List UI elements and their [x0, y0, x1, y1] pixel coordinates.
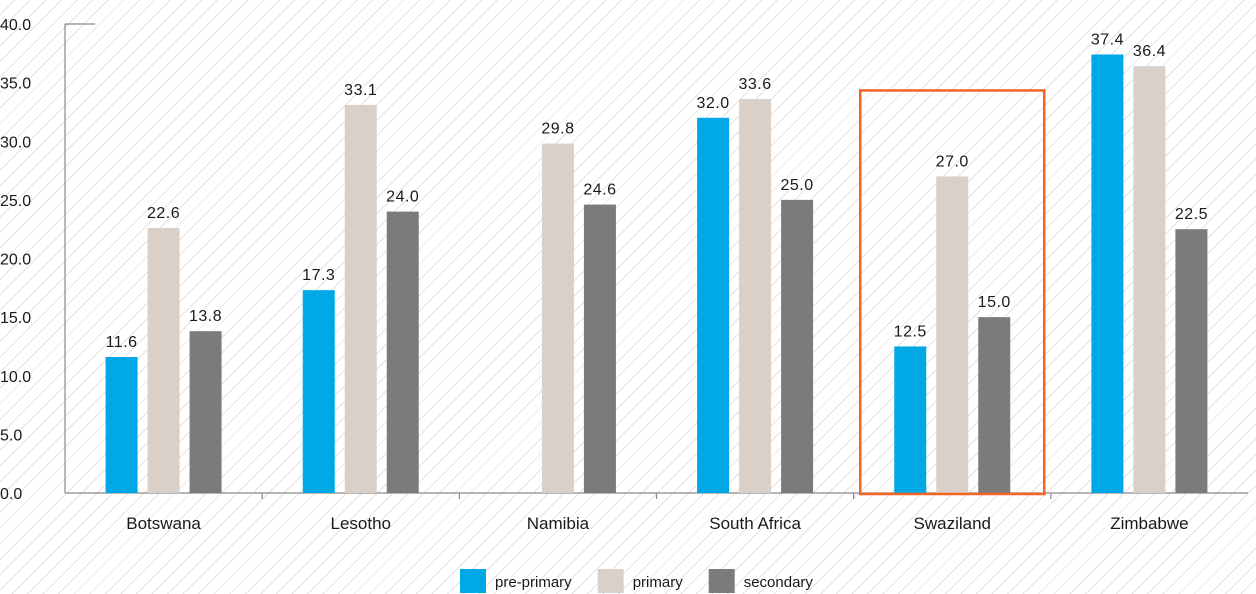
x-category-label: Lesotho [331, 514, 392, 533]
data-label: 25.0 [781, 177, 814, 194]
data-label: 33.6 [739, 76, 772, 93]
bar-pre-primary [1091, 54, 1124, 494]
y-tick-label: 0.0 [0, 486, 22, 503]
data-label: 11.6 [106, 334, 138, 351]
highlight-rect [859, 89, 1046, 496]
x-category-label: Zimbabwe [1110, 514, 1188, 533]
bar-secondary [386, 211, 419, 493]
data-label: 32.0 [697, 95, 730, 112]
legend-label: primary [633, 574, 684, 591]
data-label: 37.4 [1091, 31, 1124, 48]
bar-secondary [1175, 229, 1208, 493]
y-tick-label: 35.0 [0, 76, 31, 93]
x-category-label: Swaziland [914, 514, 992, 533]
data-label: 22.6 [147, 205, 180, 222]
bars [105, 54, 1208, 494]
y-axis: 0.0 5.0 10.0 15.0 20.0 25.0 30.0 35.0 40.0 [0, 17, 95, 503]
bar-secondary [189, 331, 222, 493]
data-label: 15.0 [978, 294, 1011, 311]
bar-pre-primary [302, 290, 335, 493]
bar-pre-primary [105, 356, 138, 493]
bar-primary [936, 176, 969, 494]
data-label: 27.0 [936, 153, 969, 170]
y-tick-label: 40.0 [0, 17, 31, 34]
bar-primary [739, 99, 772, 493]
y-tick-label: 20.0 [0, 252, 31, 269]
value-labels: 11.6 17.3 32.0 12.5 37.4 22.6 33.1 29.8 33.6 27.0… [106, 31, 1208, 351]
y-tick-label: 25.0 [0, 193, 31, 210]
legend-label: pre-primary [495, 574, 572, 591]
legend-swatch-primary [597, 569, 624, 593]
bar-primary [344, 104, 377, 493]
legend-swatch-pre-primary [460, 569, 486, 593]
y-tick-label: 10.0 [0, 369, 31, 386]
x-category-label: Namibia [527, 514, 590, 533]
data-label: 29.8 [541, 121, 574, 138]
x-axis: Botswana Lesotho Namibia South Africa Swazil… [65, 492, 1248, 533]
data-label: 17.3 [302, 267, 335, 284]
y-tick-label: 5.0 [0, 427, 22, 444]
data-label: 24.6 [583, 182, 616, 199]
highlight-box [859, 89, 1046, 496]
x-category-label: South Africa [709, 514, 801, 533]
bar-secondary [781, 199, 814, 493]
legend: pre-primary primary secondary [460, 569, 813, 593]
y-tick-label: 30.0 [0, 134, 31, 151]
legend-label: secondary [744, 574, 814, 591]
y-tick-label: 15.0 [0, 310, 31, 327]
bar-primary [1133, 66, 1166, 494]
legend-swatch-secondary [708, 569, 735, 593]
data-label: 12.5 [894, 323, 927, 340]
x-category-label: Botswana [126, 514, 201, 533]
data-label: 13.8 [189, 308, 222, 325]
bar-secondary [978, 317, 1011, 493]
bar-pre-primary [894, 346, 927, 493]
data-label: 36.4 [1133, 43, 1166, 60]
bar-primary [541, 143, 574, 493]
data-label: 24.0 [386, 189, 419, 206]
data-label: 33.1 [344, 82, 377, 99]
bar-pre-primary [697, 117, 730, 494]
bar-secondary [583, 204, 616, 493]
data-label: 22.5 [1175, 206, 1208, 223]
bar-primary [147, 228, 180, 493]
